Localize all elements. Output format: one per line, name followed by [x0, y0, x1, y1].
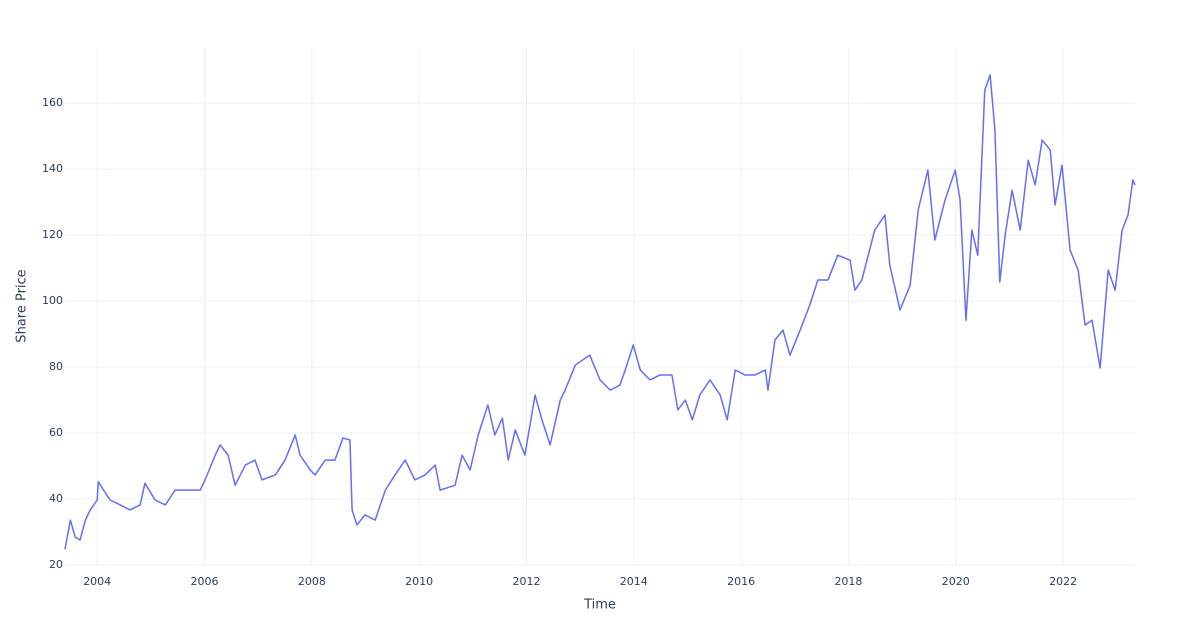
y-tick-label: 40 [49, 492, 63, 505]
x-tick-label: 2008 [298, 575, 326, 588]
price-line [64, 74, 1136, 550]
y-tick-label: 20 [49, 558, 63, 571]
y-tick-label: 160 [42, 96, 63, 109]
x-tick-label: 2014 [620, 575, 648, 588]
x-tick-label: 2004 [83, 575, 111, 588]
y-tick-label: 60 [49, 426, 63, 439]
grid [65, 48, 1135, 566]
x-tick-label: 2022 [1049, 575, 1077, 588]
plot-area [64, 74, 1136, 550]
x-tick-label: 2006 [191, 575, 219, 588]
x-tick-label: 2016 [727, 575, 755, 588]
y-tick-label: 140 [42, 162, 63, 175]
x-tick-label: 2010 [405, 575, 433, 588]
x-axis-title: Time [583, 598, 616, 613]
x-tick-label: 2020 [942, 575, 970, 588]
x-tick-label: 2018 [834, 575, 862, 588]
y-tick-label: 100 [42, 294, 63, 307]
y-tick-label: 80 [49, 360, 63, 373]
y-axis-title: Share Price [15, 269, 30, 342]
x-tick-label: 2012 [512, 575, 540, 588]
y-tick-label: 120 [42, 228, 63, 241]
